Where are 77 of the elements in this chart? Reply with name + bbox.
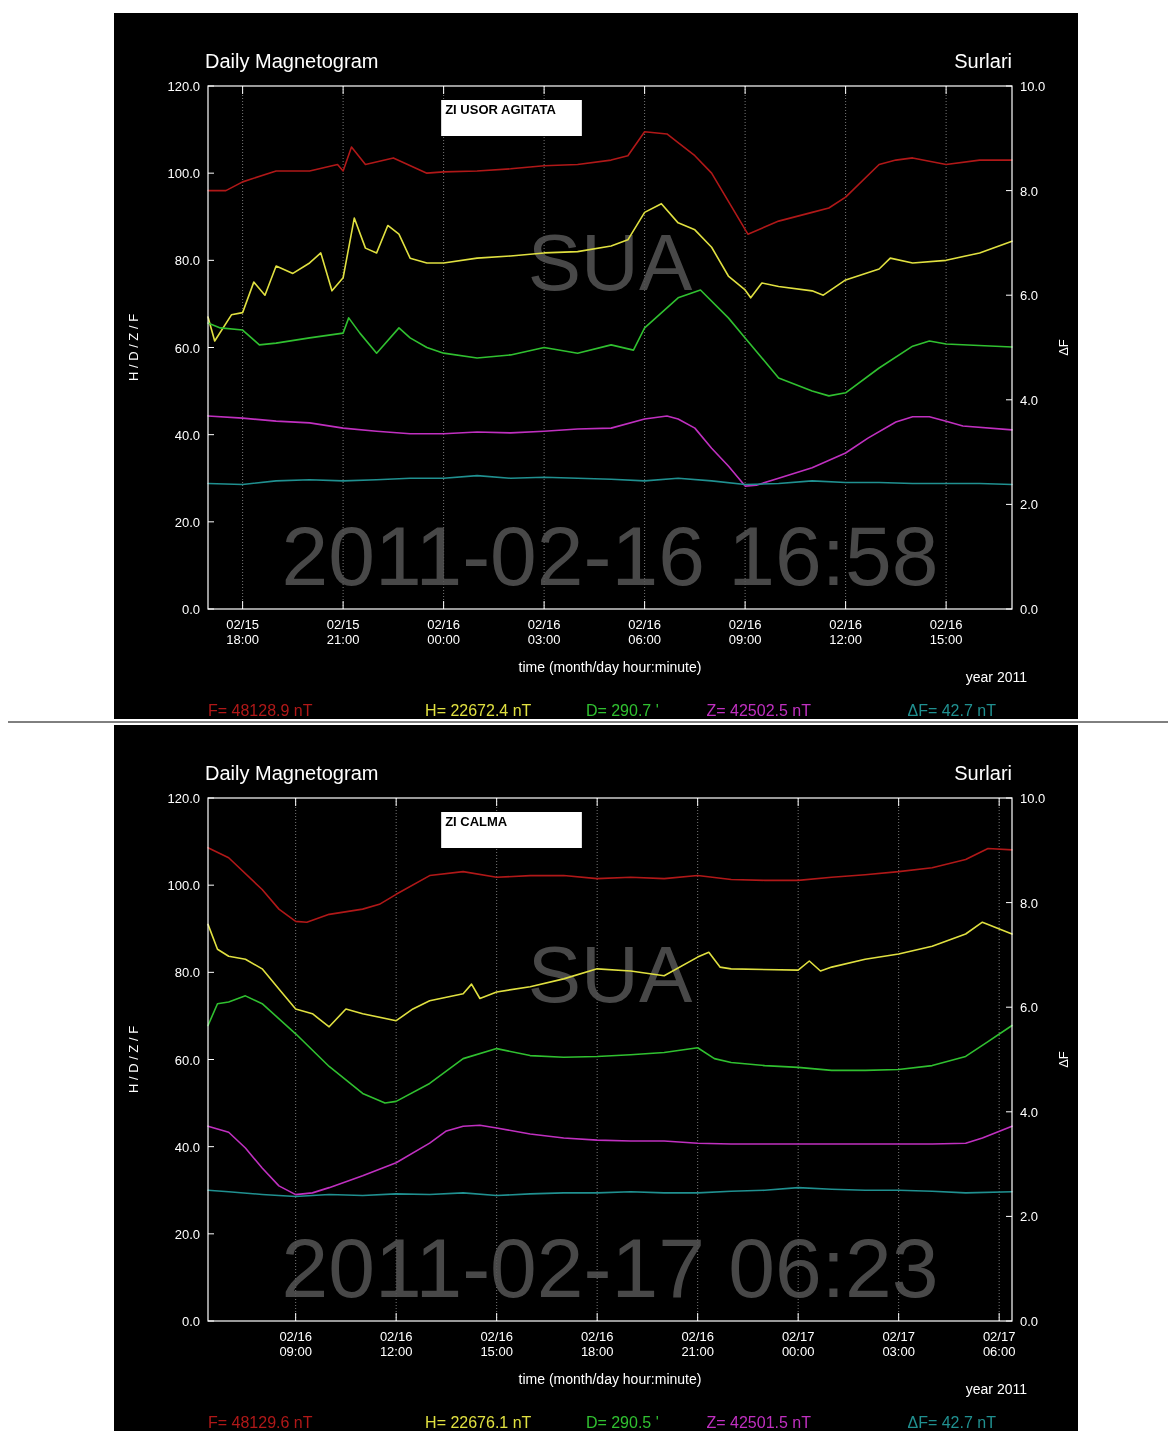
y-tick-label: 120.0	[167, 791, 200, 806]
x-tick-label: 02/16 09:00	[279, 1329, 312, 1359]
y2-axis-title: ΔF	[1056, 339, 1071, 356]
x-tick-label: 02/16 03:00	[527, 617, 561, 647]
text: H= 22676.1 nT	[425, 1414, 532, 1431]
text: F= 48128.9 nT	[208, 702, 313, 719]
y-tick-label: 120.0	[167, 79, 200, 94]
annotation: 2011-02-16 16:58	[281, 509, 939, 604]
x-tick-label: 02/15 21:00	[326, 617, 360, 647]
text: year 2011	[965, 1381, 1028, 1397]
y2-tick-label: 4.0	[1020, 392, 1039, 408]
x-tick-label: 02/16 09:00	[728, 617, 762, 647]
y2-tick-label: 0.0	[1020, 1314, 1039, 1329]
text: D= 290.7 '	[585, 702, 659, 719]
y-tick-label: 20.0	[174, 514, 200, 530]
y-axis-title: H / D / Z / F	[126, 1025, 141, 1094]
chart-subtitle: Surlari	[954, 762, 1012, 784]
x-tick-label: 02/16 06:00	[628, 617, 661, 647]
line-series	[207, 1124, 1013, 1196]
y2-tick-label: 10.0	[1020, 79, 1046, 94]
y-tick-label: 40.0	[174, 427, 200, 443]
x-tick-label: 02/16 15:00	[929, 617, 963, 647]
y2-tick-label: 2.0	[1020, 1209, 1039, 1225]
y-tick-label: 60.0	[174, 1052, 200, 1068]
x-axis-title: time (month/day hour:minute)	[518, 1371, 702, 1387]
x-tick-label: 02/16 12:00	[829, 617, 862, 647]
y-tick-label: 40.0	[174, 1139, 200, 1155]
annotation: 2011-02-17 06:23	[281, 1221, 939, 1316]
y-tick-label: 0.0	[181, 1314, 200, 1329]
x-tick-label: 02/17 00:00	[781, 1329, 815, 1359]
x-axis-title: time (month/day hour:minute)	[518, 659, 702, 675]
y2-tick-label: 8.0	[1020, 183, 1039, 199]
y2-tick-label: 2.0	[1020, 497, 1039, 513]
x-tick-label: 02/16 12:00	[379, 1329, 413, 1359]
annotation: SUA	[527, 217, 693, 307]
text: Z= 42502.5 nT	[706, 702, 812, 719]
chart-title: Daily Magnetogram	[205, 50, 379, 72]
text: Z= 42501.5 nT	[706, 1414, 812, 1431]
y-tick-label: 80.0	[174, 965, 200, 981]
y2-tick-label: 10.0	[1020, 791, 1046, 806]
x-tick-label: 02/16 18:00	[580, 1329, 614, 1359]
text: year 2011	[965, 669, 1028, 685]
y2-tick-label: 6.0	[1020, 288, 1039, 304]
x-tick-label: 02/17 03:00	[882, 1329, 915, 1359]
line-series	[207, 202, 1013, 342]
x-tick-label: 02/16 00:00	[427, 617, 460, 647]
x-tick-label: 02/16 15:00	[480, 1329, 513, 1359]
y-tick-label: 60.0	[174, 340, 200, 356]
y2-tick-label: 0.0	[1020, 602, 1039, 617]
annotation: ZI CALMA	[445, 814, 508, 829]
x-tick-label: 02/15 18:00	[226, 617, 259, 647]
line-series	[207, 474, 1013, 486]
y-axis-title: H / D / Z / F	[126, 313, 141, 382]
text: ΔF= 42.7 nT	[907, 1414, 997, 1431]
line-series	[207, 1186, 1013, 1198]
y-tick-label: 0.0	[181, 602, 200, 617]
chart-title: Daily Magnetogram	[205, 762, 379, 784]
x-tick-label: 02/16 21:00	[681, 1329, 714, 1359]
line-series	[207, 846, 1013, 924]
line-series	[207, 130, 1013, 235]
chart-subtitle: Surlari	[954, 50, 1012, 72]
text: ΔF= 42.7 nT	[907, 702, 997, 719]
y2-tick-label: 8.0	[1020, 895, 1039, 911]
annotation: ZI USOR AGITATA	[445, 102, 557, 117]
line-series	[207, 289, 1013, 397]
y-tick-label: 80.0	[174, 253, 200, 269]
text: H= 22672.4 nT	[425, 702, 532, 719]
x-tick-label: 02/17 06:00	[982, 1329, 1016, 1359]
y-tick-label: 100.0	[167, 878, 200, 894]
y-tick-label: 20.0	[174, 1226, 200, 1242]
y2-tick-label: 6.0	[1020, 1000, 1039, 1016]
text: D= 290.5 '	[585, 1414, 659, 1431]
line-series	[207, 415, 1013, 487]
y2-axis-title: ΔF	[1056, 1051, 1071, 1068]
y-tick-label: 100.0	[167, 166, 200, 182]
y2-tick-label: 4.0	[1020, 1104, 1039, 1120]
text: F= 48129.6 nT	[208, 1414, 313, 1431]
